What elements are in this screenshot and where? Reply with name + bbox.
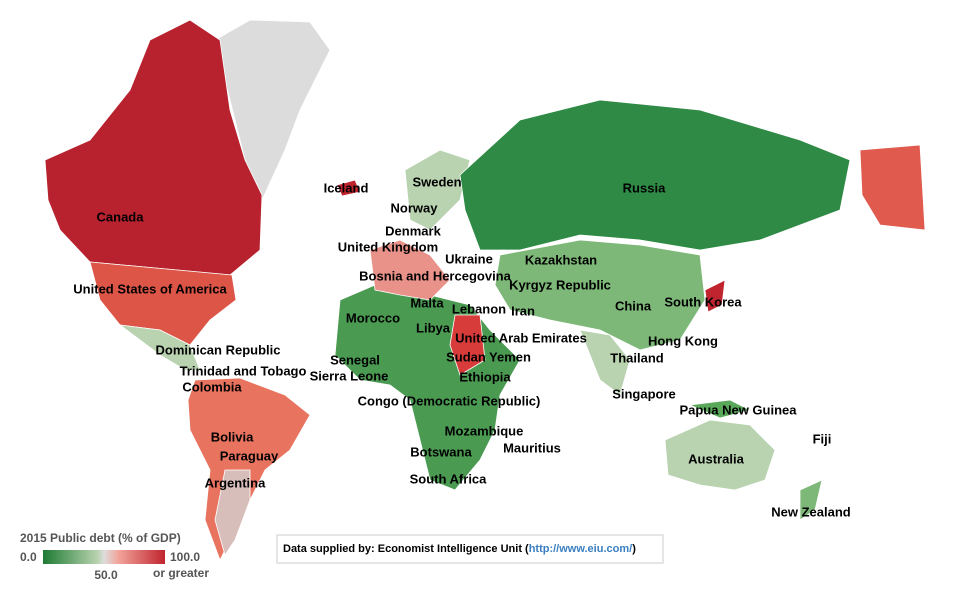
legend-max: 100.0 <box>170 550 200 564</box>
source-prefix: Data supplied by: Economist Intelligence… <box>283 543 529 555</box>
country-label: Paraguay <box>220 448 279 463</box>
land-shapes <box>44 19 926 561</box>
legend-min: 0.0 <box>20 550 37 564</box>
country-label: Kazakhstan <box>525 252 597 267</box>
legend-gradient <box>43 550 165 564</box>
source-box: Data supplied by: Economist Intelligence… <box>276 534 664 564</box>
country-label: Mauritius <box>503 440 561 455</box>
country-label: New Zealand <box>771 504 851 519</box>
country-label: Lebanon <box>452 301 506 316</box>
country-label: Malta <box>410 295 444 310</box>
country-labels: Canada United States of America Iceland … <box>73 174 850 519</box>
country-label: Ukraine <box>445 251 493 266</box>
source-text: Data supplied by: Economist Intelligence… <box>283 543 636 555</box>
country-label: Australia <box>688 451 744 466</box>
country-label: Sudan <box>446 349 486 364</box>
country-label: Iceland <box>324 180 369 195</box>
country-label: Congo (Democratic Republic) <box>358 393 541 408</box>
country-label: Libya <box>416 320 451 335</box>
country-label: Mozambique <box>445 423 524 438</box>
country-label: Bolivia <box>211 429 254 444</box>
country-label: Norway <box>391 200 439 215</box>
country-label: Botswana <box>410 444 472 459</box>
source-suffix: ) <box>632 543 636 555</box>
country-label: Papua New Guinea <box>679 402 797 417</box>
legend-mid: 50.0 <box>94 568 118 582</box>
country-label: Colombia <box>182 379 242 394</box>
source-frame <box>276 534 664 564</box>
legend-title: 2015 Public debt (% of GDP) <box>20 531 181 545</box>
country-label: Yemen <box>489 349 531 364</box>
country-label: Singapore <box>612 386 676 401</box>
country-label: United States of America <box>73 281 227 296</box>
country-label: Senegal <box>330 352 380 367</box>
legend-max-note: or greater <box>153 566 209 580</box>
legend: 2015 Public debt (% of GDP) 0.0 50.0 100… <box>20 531 209 582</box>
country-label: Denmark <box>385 223 441 238</box>
country-label: South Africa <box>410 471 488 486</box>
country-label: Canada <box>97 209 145 224</box>
country-label: Kyrgyz Republic <box>509 277 611 292</box>
source-link[interactable]: http://www.eiu.com/ <box>529 543 632 555</box>
country-label: China <box>615 298 652 313</box>
country-label: Trinidad and Tobago <box>180 363 307 378</box>
country-label: Iran <box>511 303 535 318</box>
country-label: Russia <box>623 180 666 195</box>
country-label: United Arab Emirates <box>455 330 587 345</box>
country-label: Fiji <box>813 431 832 446</box>
country-label: Morocco <box>346 310 400 325</box>
country-label: Bosnia and Hercegovina <box>359 268 511 283</box>
country-label: United Kingdom <box>338 239 438 254</box>
country-label: Argentina <box>205 475 266 490</box>
country-label: Sweden <box>412 174 461 189</box>
country-label: South Korea <box>664 294 742 309</box>
country-label: Thailand <box>610 350 664 365</box>
country-label: Hong Kong <box>648 333 718 348</box>
country-label: Ethiopia <box>459 369 511 384</box>
country-label: Sierra Leone <box>310 368 389 383</box>
country-label: Dominican Republic <box>156 342 281 357</box>
